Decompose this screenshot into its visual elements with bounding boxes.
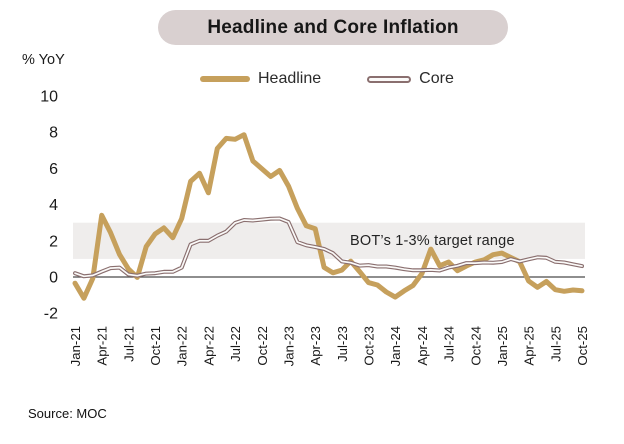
x-tick-label: Oct-25 <box>575 326 590 366</box>
y-tick-label: 0 <box>49 270 58 287</box>
x-tick-label: Apr-24 <box>415 326 430 366</box>
x-tick-label: Apr-22 <box>201 326 216 366</box>
x-tick-label: Jul-21 <box>121 326 136 362</box>
core-legend-swatch-icon <box>367 75 412 83</box>
source-note: Source: MOC <box>28 406 107 421</box>
y-tick-label: -2 <box>44 306 58 323</box>
headline-legend-label: Headline <box>258 70 322 87</box>
chart-title: Headline and Core Inflation <box>158 10 508 45</box>
x-tick-label: Jan-21 <box>68 326 83 366</box>
y-axis-unit-label: % YoY <box>22 52 65 68</box>
x-tick-label: Jan-24 <box>388 326 403 366</box>
x-tick-label: Oct-24 <box>468 326 483 366</box>
x-tick-label: Jul-22 <box>228 326 243 362</box>
x-tick-label: Oct-23 <box>362 326 377 366</box>
y-tick-label: 8 <box>49 125 58 142</box>
x-tick-label: Apr-23 <box>308 326 323 366</box>
y-tick-label: 6 <box>49 161 58 178</box>
x-tick-label: Jul-24 <box>442 326 457 362</box>
core-legend-label: Core <box>419 70 454 87</box>
x-tick-label: Apr-25 <box>522 326 537 366</box>
x-tick-label: Jan-22 <box>175 326 190 366</box>
x-tick-label: Jul-25 <box>548 326 563 362</box>
target-range-label: BOT’s 1-3% target range <box>350 233 515 249</box>
chart-legend: Headline Core <box>200 68 454 90</box>
x-tick-label: Apr-21 <box>95 326 110 366</box>
x-tick-label: Oct-22 <box>255 326 270 366</box>
y-tick-label: 10 <box>40 89 58 106</box>
headline-series-line <box>72 132 585 301</box>
x-tick-label: Oct-21 <box>148 326 163 366</box>
y-tick-label: 4 <box>49 197 58 214</box>
x-tick-label: Jan-23 <box>281 326 296 366</box>
x-tick-label: Jul-23 <box>335 326 350 362</box>
headline-legend-swatch-icon <box>200 76 250 82</box>
x-tick-label: Jan-25 <box>495 326 510 366</box>
y-tick-label: 2 <box>49 233 58 250</box>
core-series-line-inner <box>74 217 583 278</box>
